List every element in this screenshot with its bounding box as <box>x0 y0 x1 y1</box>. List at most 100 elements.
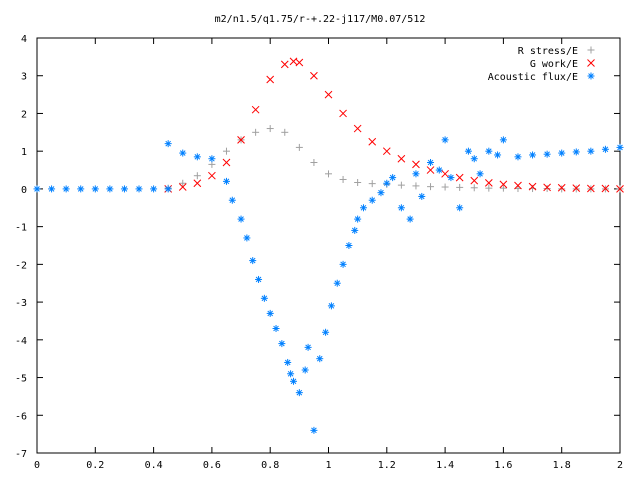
data-point <box>616 185 624 193</box>
y-tick-label: 0 <box>21 185 27 196</box>
data-point <box>528 182 537 191</box>
y-tick-label: -2 <box>15 260 27 271</box>
tick-labels: 0 0.2 0.4 0.6 0.8 1 1.2 1.4 1.6 1.8 2 4 3 2 1 0 -1 -2 -3 -4… <box>15 34 623 471</box>
data-point <box>427 159 435 166</box>
data-point <box>543 185 551 193</box>
data-point <box>412 170 420 178</box>
plot-frame <box>36 37 621 454</box>
y-tick-label: -4 <box>15 336 27 347</box>
data-point <box>499 136 507 144</box>
data-point <box>557 183 566 192</box>
data-point <box>456 183 464 191</box>
data-point <box>447 174 455 182</box>
data-point <box>280 60 289 69</box>
data-point <box>587 147 595 155</box>
data-point <box>464 147 472 155</box>
data-point <box>470 155 478 163</box>
data-point <box>441 183 449 191</box>
data-point <box>359 204 367 212</box>
data-point <box>368 180 376 188</box>
data-point <box>412 160 420 169</box>
data-point <box>164 185 172 193</box>
data-point <box>295 58 304 67</box>
data-point <box>150 185 158 193</box>
y-tick-label: -3 <box>15 298 27 309</box>
data-point <box>351 226 359 234</box>
y-tick-label: 3 <box>21 72 27 83</box>
x-tick-label: 0.6 <box>203 460 221 471</box>
x-tick-label: 2 <box>617 460 623 471</box>
data-point <box>543 150 551 158</box>
data-point <box>368 196 376 204</box>
data-point <box>193 153 201 161</box>
data-point <box>441 136 449 144</box>
data-point <box>251 105 260 114</box>
data-point <box>543 183 551 192</box>
data-point <box>397 154 406 163</box>
data-point <box>193 172 201 180</box>
data-point <box>601 145 609 153</box>
data-point <box>426 166 435 174</box>
data-point <box>179 149 187 157</box>
legend-marker <box>587 59 595 67</box>
data-point <box>435 166 443 174</box>
y-tick-label: 2 <box>21 109 27 120</box>
data-point <box>228 196 236 204</box>
x-tick-label: 1.6 <box>494 460 512 471</box>
series-r-stress-e <box>164 125 624 193</box>
y-tick-label: -1 <box>15 223 27 234</box>
data-point <box>301 366 309 374</box>
data-point <box>382 147 391 156</box>
data-point <box>281 128 289 136</box>
data-point <box>310 71 318 80</box>
data-point <box>456 204 464 212</box>
data-point <box>135 185 143 193</box>
data-point <box>558 185 566 193</box>
data-point <box>485 184 493 192</box>
legend-label: R stress/E <box>518 46 578 57</box>
data-point <box>441 169 449 178</box>
x-tick-label: 1.4 <box>436 460 454 471</box>
data-point <box>499 184 507 192</box>
data-point <box>249 257 257 265</box>
x-tick-label: 1.8 <box>553 460 571 471</box>
data-point <box>287 370 295 378</box>
data-point <box>278 340 286 348</box>
data-point <box>310 426 318 434</box>
data-point <box>476 170 484 178</box>
y-tick-label: 1 <box>21 147 27 158</box>
chart-title: m2/n1.5/q1.75/r-+.22-j117/M0.07/512 <box>215 14 426 25</box>
data-point <box>327 302 335 310</box>
data-point <box>208 155 216 163</box>
data-point <box>255 275 263 283</box>
data-point <box>222 147 230 155</box>
data-point <box>572 184 581 193</box>
data-point <box>353 124 362 133</box>
data-point <box>339 175 347 183</box>
data-point <box>368 137 377 146</box>
legend-label: G work/E <box>530 59 578 70</box>
data-point <box>572 185 580 193</box>
data-point <box>295 389 303 397</box>
x-tick-label: 0.2 <box>86 460 104 471</box>
data-point <box>33 185 41 193</box>
legend: R stress/E G work/E Acoustic flux/E <box>488 46 595 83</box>
data-point <box>178 183 187 191</box>
data-point <box>339 109 347 118</box>
data-point <box>383 179 391 187</box>
data-point <box>222 177 230 185</box>
data-point <box>266 75 275 84</box>
data-point <box>120 185 128 193</box>
data-point <box>455 173 464 182</box>
y-tick-label: -6 <box>15 411 27 422</box>
data-point <box>406 215 414 223</box>
data-point <box>237 215 245 223</box>
data-point <box>310 159 318 166</box>
data-point <box>316 355 324 363</box>
data-point <box>208 171 216 180</box>
data-point <box>418 192 426 200</box>
data-point <box>324 90 333 99</box>
data-point <box>266 125 274 133</box>
x-tick-label: 0.8 <box>261 460 279 471</box>
data-point <box>48 185 56 193</box>
